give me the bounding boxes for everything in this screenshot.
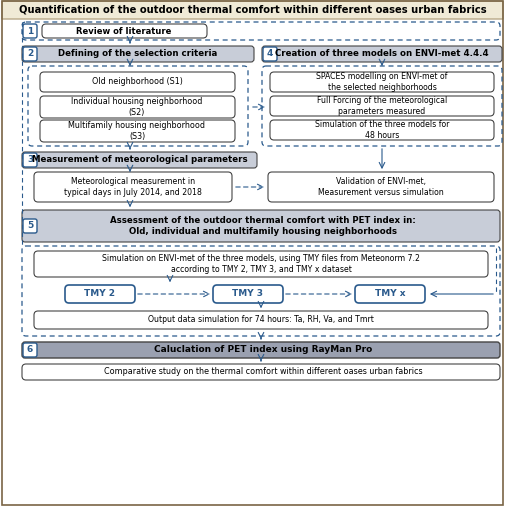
- Text: TMY 2: TMY 2: [84, 289, 116, 299]
- Text: Assessment of the outdoor thermal comfort with PET index in:
Old, individual and: Assessment of the outdoor thermal comfor…: [110, 216, 416, 236]
- Text: Comparative study on the thermal comfort within different oases urban fabrics: Comparative study on the thermal comfort…: [104, 368, 422, 377]
- FancyBboxPatch shape: [40, 120, 235, 142]
- FancyBboxPatch shape: [2, 1, 503, 19]
- Text: Simulation of the three models for
48 hours: Simulation of the three models for 48 ho…: [315, 120, 449, 140]
- Text: Meteorological measurement in
typical days in July 2014, and 2018: Meteorological measurement in typical da…: [64, 177, 202, 197]
- Text: Simulation on ENVI-met of the three models, using TMY files from Meteonorm 7.2
a: Simulation on ENVI-met of the three mode…: [102, 255, 420, 274]
- Text: 1: 1: [27, 26, 33, 35]
- FancyBboxPatch shape: [34, 311, 488, 329]
- Text: SPACES modelling on ENVI-met of
the selected neighborhoods: SPACES modelling on ENVI-met of the sele…: [316, 73, 448, 92]
- Text: Multifamily housing neighborhood
(S3): Multifamily housing neighborhood (S3): [69, 121, 206, 141]
- Text: Defining of the selection criteria: Defining of the selection criteria: [59, 50, 218, 58]
- FancyBboxPatch shape: [23, 153, 37, 167]
- FancyBboxPatch shape: [40, 72, 235, 92]
- FancyBboxPatch shape: [263, 47, 277, 61]
- FancyBboxPatch shape: [34, 172, 232, 202]
- Text: Quantification of the outdoor thermal comfort within different oases urban fabri: Quantification of the outdoor thermal co…: [19, 5, 487, 15]
- Text: Full Forcing of the meteorological
parameters measured: Full Forcing of the meteorological param…: [317, 96, 447, 116]
- FancyBboxPatch shape: [22, 342, 500, 358]
- FancyBboxPatch shape: [213, 285, 283, 303]
- Text: Creation of three models on ENVI-met 4.4.4: Creation of three models on ENVI-met 4.4…: [275, 50, 489, 58]
- Text: Output data simulation for 74 hours: Ta, RH, Va, and Tmrt: Output data simulation for 74 hours: Ta,…: [148, 315, 374, 324]
- FancyBboxPatch shape: [22, 210, 500, 242]
- FancyBboxPatch shape: [42, 24, 207, 38]
- Text: Caluclation of PET index using RayMan Pro: Caluclation of PET index using RayMan Pr…: [154, 345, 372, 354]
- Text: 2: 2: [27, 50, 33, 58]
- Text: TMY x: TMY x: [375, 289, 405, 299]
- Text: Review of literature: Review of literature: [76, 26, 172, 35]
- Text: Individual housing neighborhood
(S2): Individual housing neighborhood (S2): [71, 97, 203, 117]
- Text: Measurement of meteorological parameters: Measurement of meteorological parameters: [32, 156, 248, 164]
- FancyBboxPatch shape: [270, 72, 494, 92]
- FancyBboxPatch shape: [22, 46, 254, 62]
- FancyBboxPatch shape: [262, 46, 502, 62]
- Text: 3: 3: [27, 156, 33, 164]
- FancyBboxPatch shape: [34, 251, 488, 277]
- FancyBboxPatch shape: [22, 152, 257, 168]
- FancyBboxPatch shape: [23, 343, 37, 357]
- FancyBboxPatch shape: [65, 285, 135, 303]
- Text: TMY 3: TMY 3: [232, 289, 264, 299]
- FancyBboxPatch shape: [270, 96, 494, 116]
- FancyBboxPatch shape: [22, 364, 500, 380]
- Text: 5: 5: [27, 222, 33, 231]
- Text: 4: 4: [267, 50, 273, 58]
- Text: Old neighborhood (S1): Old neighborhood (S1): [91, 78, 182, 87]
- Text: 6: 6: [27, 345, 33, 354]
- FancyBboxPatch shape: [270, 120, 494, 140]
- FancyBboxPatch shape: [23, 24, 37, 38]
- FancyBboxPatch shape: [40, 96, 235, 118]
- FancyBboxPatch shape: [23, 47, 37, 61]
- FancyBboxPatch shape: [355, 285, 425, 303]
- Text: Validation of ENVI-met,
Measurement versus simulation: Validation of ENVI-met, Measurement vers…: [318, 177, 444, 197]
- FancyBboxPatch shape: [268, 172, 494, 202]
- FancyBboxPatch shape: [23, 219, 37, 233]
